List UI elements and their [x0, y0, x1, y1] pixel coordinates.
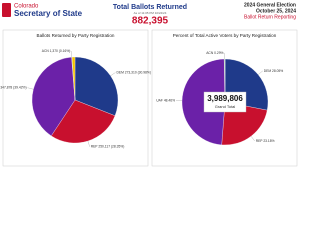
slice-category: ACN [206, 51, 214, 55]
slice-label: REP 23.18% [256, 139, 275, 143]
leader-line [87, 140, 90, 147]
slice-value: 28.05% [272, 69, 283, 73]
logo-top: Colorado [14, 4, 39, 10]
election-date: October 25, 2024 [256, 8, 296, 14]
logo-bottom: Secretary of State [14, 9, 83, 18]
leader-line [27, 87, 34, 90]
slice-label: REP 250,117 (28.35%) [91, 145, 125, 149]
leader-line [258, 70, 263, 75]
pie-slice [51, 99, 116, 144]
slice-label: DEM 28.05% [264, 69, 284, 73]
as-of: As of 11:05 PM 10/24/24 [134, 11, 167, 15]
slice-label: ACN 0.29% [206, 51, 223, 55]
center-value: 3,989,806 [207, 94, 243, 103]
slice-value: 48.46% [164, 98, 175, 102]
slice-value: 23.18% [263, 139, 274, 143]
slice-value: 273,310 (30.98%) [125, 70, 151, 74]
slice-category: DEM [264, 69, 272, 73]
slice-category: REP [256, 139, 264, 143]
center-label: Grand Total [215, 104, 236, 109]
slice-category: ACN [42, 49, 50, 53]
panel-title: Percent of Total Active Voters by Party … [173, 33, 277, 38]
header-title: Total Ballots Returned [113, 4, 187, 11]
pie-slice [31, 56, 76, 137]
slice-category: DEM [117, 70, 125, 74]
slice-label: UAF 347,878 (39.42%) [0, 86, 27, 90]
slice-label: DEM 273,310 (30.98%) [117, 70, 151, 74]
slice-value: 250,117 (28.35%) [98, 145, 124, 149]
slice-value: 347,878 (39.42%) [0, 86, 26, 90]
slice-category: REP [91, 145, 99, 149]
election: 2024 General Election [244, 2, 296, 8]
pie-slice [71, 56, 76, 101]
center-box [203, 91, 247, 113]
slice-value: 1,370 (0.16%) [50, 49, 71, 53]
slice-value: 0.29% [214, 51, 223, 55]
slice-label: UAF 48.46% [156, 98, 175, 102]
leader-line [110, 72, 116, 76]
logo-mark [2, 3, 11, 17]
dashboard: Colorado Secretary of State Total Ballot… [0, 2, 298, 167]
leader-line [250, 136, 255, 142]
slice-category: UAF [156, 98, 163, 102]
panel-title: Ballots Returned by Party Registration [37, 33, 115, 38]
report-name: Ballot Return Reporting [244, 14, 296, 20]
slice-label: ACN 1,370 (0.16%) [42, 49, 71, 53]
total-ballots: 882,395 [132, 16, 169, 27]
